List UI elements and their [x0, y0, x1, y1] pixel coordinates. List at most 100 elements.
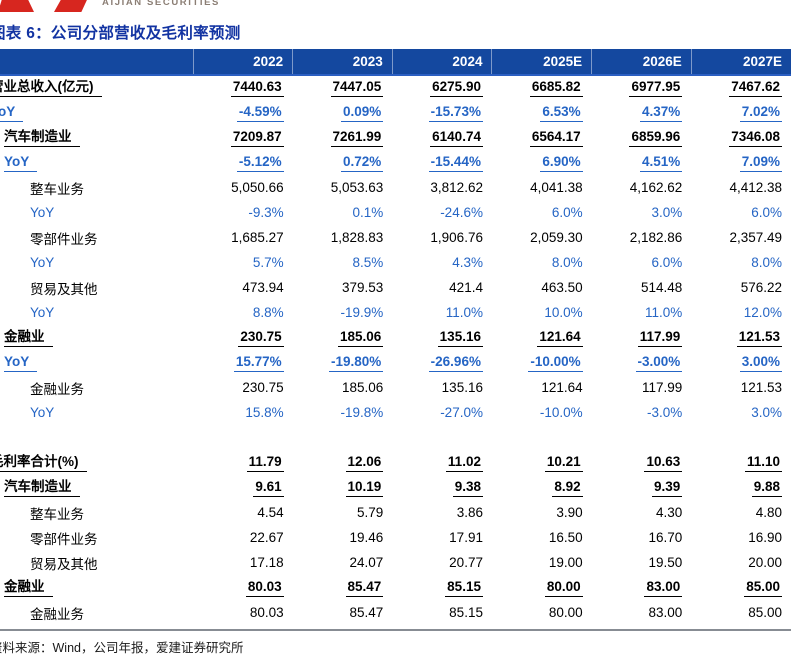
cell-value: -10.00% [492, 350, 592, 375]
value-text: 473.94 [242, 280, 284, 295]
cell-value [293, 425, 393, 450]
value-text: 7346.08 [729, 129, 782, 147]
cell-value: 8.0% [492, 250, 592, 275]
value-text: 4,162.62 [629, 180, 683, 195]
cell-value: -4.59% [193, 100, 293, 125]
cell-value: 85.00 [691, 600, 791, 625]
cell-value: 80.03 [193, 575, 293, 600]
cell-value: -9.3% [193, 200, 293, 225]
cell-value: 85.15 [392, 600, 492, 625]
value-text: 9.61 [253, 479, 284, 497]
row-label: YoY [0, 250, 193, 275]
value-text: 5,053.63 [330, 180, 384, 195]
row-label-text: 金融业务 [30, 381, 84, 397]
value-text: -27.0% [440, 405, 483, 420]
cell-value: 2,059.30 [492, 225, 592, 250]
value-text: 6275.90 [430, 79, 483, 97]
row-label-text: 金融业 [4, 329, 53, 347]
cell-value [392, 425, 492, 450]
cell-value: -19.8% [293, 400, 393, 425]
value-text: 7.09% [739, 154, 782, 172]
table-row: 零部件业务 22.67 19.46 17.91 16.50 16.70 16.90 [0, 525, 791, 550]
header-year-cell: 2027E [690, 49, 791, 76]
cell-value: 85.47 [293, 600, 393, 625]
header-year-cell: 2022 [192, 49, 293, 76]
value-text: 10.21 [544, 454, 583, 472]
cell-value: 4.54 [193, 500, 293, 525]
cell-value: -15.73% [392, 100, 492, 125]
cell-value: 11.02 [392, 450, 492, 475]
value-text: 7209.87 [230, 129, 284, 147]
cell-value: 230.75 [193, 325, 293, 350]
value-text: 117.99 [641, 380, 683, 395]
row-label: 贸易及其他 [0, 550, 193, 575]
value-text: 4.30 [656, 505, 683, 520]
row-label-text: 贸易及其他 [30, 281, 98, 297]
cell-value: 9.39 [592, 475, 692, 500]
cell-value: 15.8% [193, 400, 293, 425]
value-text: 185.06 [338, 329, 384, 347]
cell-value: 3,812.62 [392, 175, 492, 200]
value-text: 4.37% [640, 104, 683, 122]
source-note: 资料来源：Wind，公司年报，爱建证券研究所 [0, 629, 791, 656]
row-label-text: YoY [30, 305, 55, 320]
cell-value: 80.03 [193, 600, 293, 625]
aijian-logo-icon [0, 0, 34, 12]
row-label-text: YoY [4, 354, 38, 372]
cell-value: 6.90% [492, 150, 592, 175]
value-text: 11.02 [445, 454, 483, 472]
cell-value: 3.0% [691, 400, 791, 425]
cell-value: 3.00% [691, 350, 791, 375]
value-text: 15.8% [245, 405, 284, 420]
cell-value: 10.0% [492, 300, 592, 325]
table-row: 整车业务 5,050.66 5,053.63 3,812.62 4,041.38 4,16… [0, 175, 791, 200]
cell-value: 83.00 [592, 575, 692, 600]
value-text: 9.39 [652, 479, 683, 497]
cell-value: 7447.05 [293, 75, 393, 100]
value-text: 24.07 [349, 555, 384, 570]
value-text: 16.70 [648, 530, 683, 545]
value-text: 5.7% [252, 255, 284, 270]
value-text: 8.5% [352, 255, 384, 270]
value-text: 85.15 [449, 605, 483, 620]
cell-value: 5,050.66 [193, 175, 293, 200]
cell-value: 8.8% [193, 300, 293, 325]
cell-value: 2,357.49 [691, 225, 791, 250]
value-text: 11.79 [246, 454, 284, 472]
table-body: 营业总收入(亿元) 7440.63 7447.05 6275.90 6685.82 697… [0, 75, 791, 625]
cell-value: 117.99 [592, 375, 692, 400]
row-label-text: 汽车制造业 [4, 479, 80, 497]
cell-value: 8.0% [691, 250, 791, 275]
cell-value: 11.10 [691, 450, 791, 475]
cell-value: 4.3% [392, 250, 492, 275]
cell-value: 24.07 [293, 550, 393, 575]
cell-value: 11.0% [592, 300, 692, 325]
table-row: YoY -9.3% 0.1% -24.6% 6.0% 3.0% 6.0% [0, 200, 791, 225]
cell-value: 80.00 [492, 600, 592, 625]
cell-value: 3.86 [392, 500, 492, 525]
value-text: 12.0% [743, 305, 782, 320]
cell-value: 0.1% [293, 200, 393, 225]
cell-value: 85.00 [691, 575, 791, 600]
value-text: 0.09% [341, 104, 384, 122]
cell-value: 121.53 [691, 325, 791, 350]
value-text: 576.22 [740, 280, 782, 295]
value-text: 7440.63 [230, 79, 284, 97]
row-label: 整车业务 [0, 500, 193, 525]
row-label: YoY [0, 150, 193, 175]
cell-value [193, 425, 293, 450]
cell-value: 7346.08 [691, 125, 791, 150]
value-text: 6140.74 [430, 129, 483, 147]
value-text: -19.8% [340, 405, 384, 420]
value-text: 22.67 [249, 530, 284, 545]
cell-value: 5,053.63 [293, 175, 393, 200]
cell-value: 20.00 [691, 550, 791, 575]
row-label-text: 营业总收入(亿元) [0, 79, 102, 97]
value-text: -3.00% [635, 354, 683, 372]
cell-value: -3.0% [592, 400, 692, 425]
row-label-text: YoY [30, 255, 55, 270]
value-text: 80.03 [249, 605, 284, 620]
cell-value: 6275.90 [392, 75, 492, 100]
value-text: 5,050.66 [231, 180, 284, 195]
cell-value: 7261.99 [293, 125, 393, 150]
